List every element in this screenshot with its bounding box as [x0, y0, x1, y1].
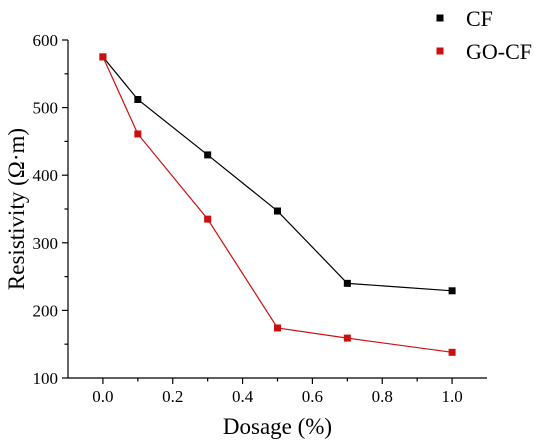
y-axis-title: Resistivity (Ω·m)	[4, 128, 29, 290]
x-axis-title: Dosage (%)	[223, 414, 332, 439]
data-point	[134, 95, 142, 103]
data-point	[274, 324, 281, 332]
data-point	[204, 151, 212, 159]
series-line	[102, 56, 453, 353]
y-tick-label: 300	[33, 234, 59, 253]
x-tick-label: 1.0	[441, 387, 462, 406]
legend-item: GO-CF	[436, 39, 532, 64]
data-point	[448, 348, 456, 356]
legend-label: GO-CF	[466, 39, 532, 64]
data-point	[204, 215, 212, 223]
x-tick-label: 0.4	[232, 387, 254, 406]
data-point	[448, 287, 456, 295]
y-tick-label: 200	[33, 301, 59, 320]
data-point	[343, 279, 351, 287]
y-tick-label: 500	[33, 99, 59, 118]
legend-item: CF	[436, 6, 493, 31]
series-line	[102, 56, 453, 292]
x-tick-label: 0.6	[302, 387, 323, 406]
legend-marker	[436, 14, 444, 22]
legend-marker	[436, 47, 444, 55]
y-tick-label: 100	[33, 369, 59, 388]
data-point	[99, 53, 107, 61]
ticks: 0.0 0.2 0.4 0.6 0.8 1.0 100 200 300 400 500 600	[33, 31, 463, 406]
legend: CF GO-CF	[436, 6, 532, 64]
data-point	[343, 334, 351, 342]
y-tick-label: 400	[33, 166, 59, 185]
x-tick-label: 0.0	[92, 387, 113, 406]
data-point	[134, 130, 142, 138]
legend-label: CF	[466, 6, 493, 31]
series-cf	[99, 53, 456, 295]
data-point	[274, 207, 281, 215]
series	[99, 53, 456, 356]
y-tick-label: 600	[33, 31, 59, 50]
x-tick-label: 0.2	[162, 387, 183, 406]
series-go-cf	[99, 53, 456, 356]
x-tick-label: 0.8	[372, 387, 393, 406]
